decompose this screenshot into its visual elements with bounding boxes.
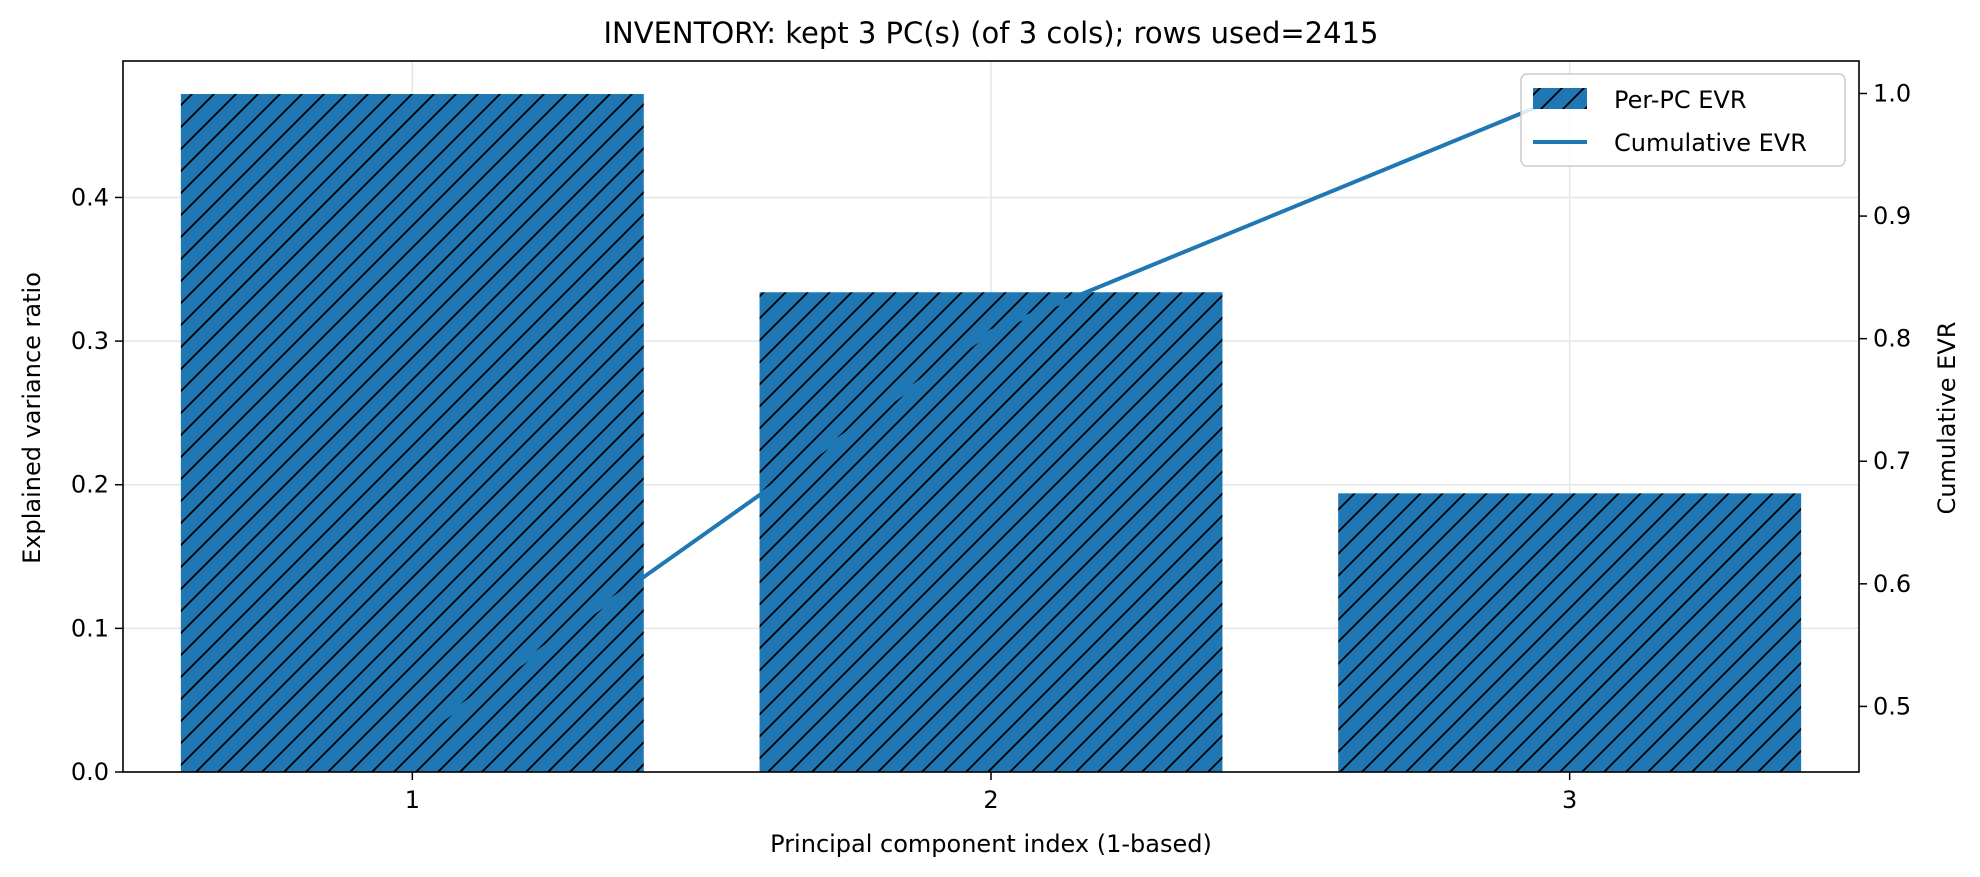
bar-pc-1 <box>180 94 644 772</box>
legend-label-per-pc: Per-PC EVR <box>1614 86 1747 114</box>
y2-tick-label: 0.7 <box>1873 447 1911 475</box>
x-axis-ticks: 1 2 3 <box>405 772 1577 814</box>
bar-pc-2 <box>759 292 1223 772</box>
legend: Per-PC EVR Cumulative EVR <box>1520 73 1846 167</box>
y2-tick-label: 0.6 <box>1873 570 1911 598</box>
y2-tick-label: 1.0 <box>1873 79 1911 107</box>
x-tick-label: 1 <box>405 786 420 814</box>
x-axis-label: Principal component index (1-based) <box>770 830 1212 858</box>
y-tick-label: 0.0 <box>71 758 109 786</box>
y-tick-label: 0.2 <box>71 471 109 499</box>
cumulative-line-layer <box>411 91 1571 743</box>
y2-axis-label: Cumulative EVR <box>1933 322 1961 515</box>
bars <box>180 94 1802 772</box>
bar-pc-3 <box>1338 493 1802 772</box>
y2-tick-label: 0.9 <box>1873 202 1911 230</box>
legend-label-cumulative: Cumulative EVR <box>1614 129 1807 157</box>
legend-box <box>1520 73 1846 167</box>
y-tick-label: 0.4 <box>71 183 109 211</box>
y-tick-label: 0.1 <box>71 614 109 642</box>
y2-tick-label: 0.5 <box>1873 692 1911 720</box>
y2-tick-label: 0.8 <box>1873 325 1911 353</box>
cumulative-evr-line <box>411 91 1571 743</box>
legend-swatch-bar <box>1533 88 1587 109</box>
x-tick-label: 2 <box>983 786 998 814</box>
y-tick-label: 0.3 <box>71 327 109 355</box>
right-axis-ticks: 0.5 0.6 0.7 0.8 0.9 1.0 <box>1859 79 1911 720</box>
x-tick-label: 3 <box>1562 786 1577 814</box>
y-axis-label: Explained variance ratio <box>18 272 46 564</box>
left-axis-ticks: 0.0 0.1 0.2 0.3 0.4 <box>71 183 123 786</box>
chart-title: INVENTORY: kept 3 PC(s) (of 3 cols); row… <box>604 16 1379 50</box>
